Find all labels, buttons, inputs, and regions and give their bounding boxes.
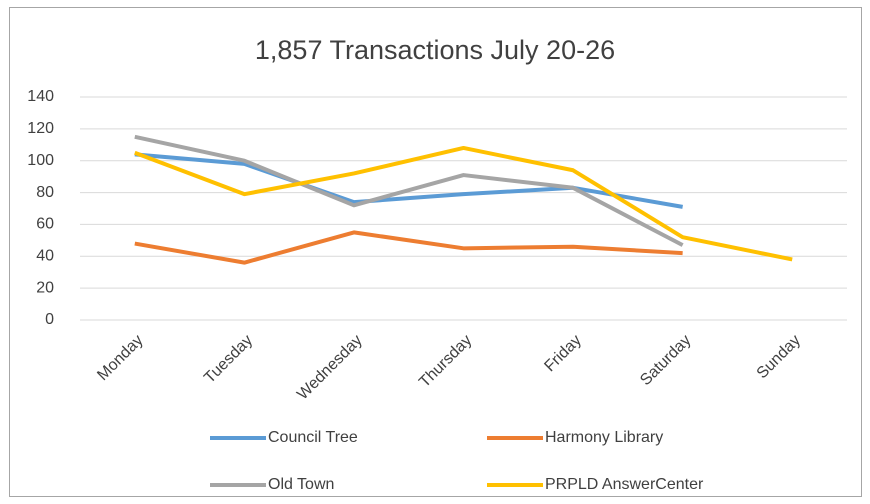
y-tick-label: 60 [36, 216, 54, 233]
legend-label: Harmony Library [545, 429, 663, 446]
chart-border [9, 7, 862, 497]
y-tick-label: 120 [27, 120, 54, 137]
series-line [134, 230, 683, 265]
y-tick-label: 40 [36, 248, 54, 265]
chart-title: 1,857 Transactions July 20-26 [255, 35, 615, 65]
y-tick-label: 100 [27, 152, 54, 169]
series-line [134, 134, 684, 247]
legend-label: PRPLD AnswerCenter [545, 476, 704, 493]
y-tick-label: 80 [36, 184, 54, 201]
legend-label: Council Tree [268, 429, 358, 446]
y-tick-label: 20 [36, 279, 54, 296]
y-tick-label: 0 [45, 311, 54, 328]
series-line [134, 152, 683, 209]
series-line [134, 145, 793, 262]
legend-label: Old Town [268, 476, 334, 493]
y-tick-label: 140 [27, 88, 54, 105]
